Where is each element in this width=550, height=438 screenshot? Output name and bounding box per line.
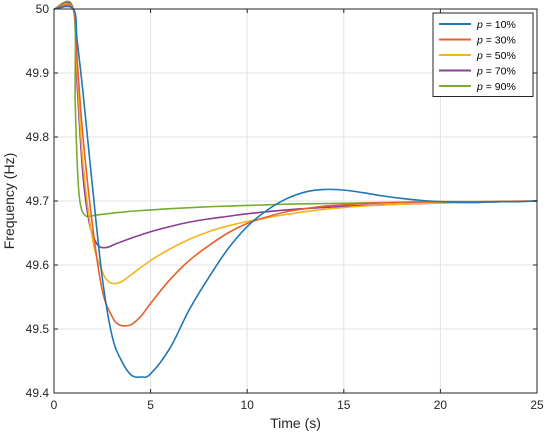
- legend-entry: p = 70%: [476, 66, 516, 78]
- legend-variable: p: [476, 35, 483, 47]
- y-tick-label: 49.9: [26, 66, 50, 80]
- y-tick-label: 49.6: [26, 258, 50, 272]
- legend-entry: p = 30%: [476, 35, 516, 47]
- x-tick-label: 10: [241, 398, 255, 412]
- legend-value: = 50%: [483, 50, 516, 62]
- x-tick-label: 20: [434, 398, 448, 412]
- legend-variable: p: [476, 50, 483, 62]
- legend-entry: p = 50%: [476, 50, 516, 62]
- axis-ticks: 0 5 10 15 20 25 49.4 49.5 49.6 49.7 49.8 49.9 50: [26, 2, 544, 412]
- legend-value: = 10%: [483, 19, 516, 31]
- x-tick-label: 0: [51, 398, 58, 412]
- series-line-2: [53, 4, 538, 327]
- y-tick-label: 49.7: [26, 194, 50, 208]
- y-tick-label: 49.4: [26, 386, 50, 400]
- legend-value: = 70%: [483, 66, 516, 78]
- x-axis-label: Time (s): [270, 415, 321, 431]
- y-tick-label: 49.8: [26, 130, 50, 144]
- series-line-1: [53, 5, 538, 379]
- legend-entry: p = 10%: [476, 19, 516, 31]
- y-tick-label: 49.5: [26, 322, 50, 336]
- legend-variable: p: [476, 66, 483, 78]
- y-axis-label: Frequency (Hz): [1, 153, 17, 249]
- legend-value: = 30%: [483, 35, 516, 47]
- legend: p = 10%p = 30%p = 50%p = 70%p = 90%: [432, 12, 534, 97]
- x-tick-label: 15: [337, 398, 351, 412]
- x-tick-label: 5: [147, 398, 154, 412]
- legend-variable: p: [476, 19, 483, 31]
- series-lines: [53, 0, 538, 379]
- y-tick-label: 50: [36, 2, 50, 16]
- legend-variable: p: [476, 81, 483, 93]
- x-tick-label: 25: [530, 398, 544, 412]
- legend-value: = 90%: [483, 81, 516, 93]
- legend-entry: p = 90%: [476, 81, 516, 93]
- series-line-3: [53, 3, 538, 285]
